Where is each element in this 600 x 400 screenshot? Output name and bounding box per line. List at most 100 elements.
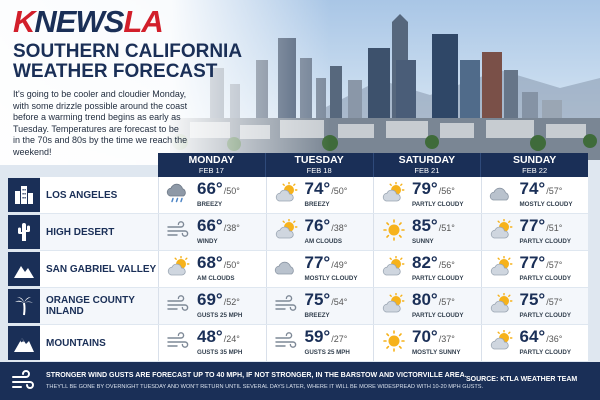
- day-name: SUNDAY: [512, 154, 557, 166]
- day-header-tuesday: TUESDAY FEB 18: [264, 153, 373, 177]
- snow-mountain-icon: [8, 326, 40, 360]
- region-row-los-angeles: LOS ANGELES 66°/50° BREEZY 74°/50° BREEZY 79°…: [8, 177, 588, 213]
- forecast-cell: 66°/38° WINDY: [158, 214, 266, 250]
- forecast-cell: 82°/56° PARTLY CLOUDY: [373, 251, 481, 287]
- forecast-cell: 80°/57° PARTLY CLOUDY: [373, 288, 481, 324]
- condition-label: PARTLY CLOUDY: [412, 201, 464, 208]
- forecast-cell: 66°/50° BREEZY: [158, 177, 266, 213]
- cloud-icon: [274, 261, 294, 275]
- forecast-cell: 48°/24° GUSTS 35 MPH: [158, 325, 266, 361]
- condition-label: MOSTLY CLOUDY: [304, 275, 358, 282]
- low-temp: /38°: [223, 223, 240, 233]
- region-name: HIGH DESERT: [40, 214, 158, 250]
- forecast-cell: 77°/51° PARTLY CLOUDY: [480, 214, 588, 250]
- temperature: 77°/57°: [520, 253, 563, 273]
- forecast-cell: 74°/57° MOSTLY CLOUDY: [480, 177, 588, 213]
- region-row-mountains: MOUNTAINS 48°/24° GUSTS 35 MPH 59°/27° GUSTS…: [8, 325, 588, 361]
- high-temp: 76°: [304, 216, 331, 235]
- high-temp: 70°: [412, 327, 438, 346]
- temperature: 77°/51°: [520, 216, 563, 236]
- forecast-cell: 79°/56° PARTLY CLOUDY: [373, 177, 481, 213]
- high-temp: 80°: [412, 290, 438, 309]
- day-date: FEB 17: [198, 166, 224, 175]
- wind-icon: [167, 221, 189, 237]
- temperature: 82°/56°: [412, 253, 455, 273]
- day-name: TUESDAY: [294, 154, 344, 166]
- text-backdrop: [0, 0, 330, 165]
- low-temp: /56°: [438, 186, 455, 196]
- low-temp: /50°: [223, 186, 240, 196]
- condition-label: WINDY: [197, 238, 218, 245]
- high-temp: 66°: [197, 216, 223, 235]
- sun-icon: [383, 219, 405, 241]
- low-temp: /52°: [223, 297, 240, 307]
- region-name: SAN GABRIEL VALLEY: [40, 251, 158, 287]
- condition-label: GUSTS 25 MPH: [304, 349, 350, 356]
- region-name: MOUNTAINS: [40, 325, 158, 361]
- partly-cloudy-icon: [382, 182, 405, 202]
- forecast-cell: 75°/57° PARTLY CLOUDY: [480, 288, 588, 324]
- page-title: Southern California Weather Forecast: [13, 42, 273, 82]
- temperature: 68°/50°: [197, 253, 240, 273]
- low-temp: /36°: [546, 334, 563, 344]
- low-temp: /57°: [546, 260, 563, 270]
- forecast-cell: 77°/49° MOSTLY CLOUDY: [265, 251, 373, 287]
- condition-label: PARTLY CLOUDY: [519, 349, 571, 356]
- mountain-icon: [8, 252, 40, 286]
- footer-banner: STRONGER WIND GUSTS ARE FORECAST UP TO 4…: [0, 362, 600, 400]
- condition-label: AM CLOUDS: [304, 238, 342, 245]
- forecast-table: LOS ANGELES 66°/50° BREEZY 74°/50° BREEZY 79°…: [8, 177, 588, 362]
- high-temp: 77°: [304, 253, 331, 272]
- forecast-cell: 70°/37° MOSTLY SUNNY: [373, 325, 481, 361]
- low-temp: /37°: [438, 334, 455, 344]
- condition-label: SUNNY: [412, 238, 434, 245]
- footer-wind-note: STRONGER WIND GUSTS ARE FORECAST UP TO 4…: [46, 371, 467, 379]
- region-name: LOS ANGELES: [40, 177, 158, 213]
- high-temp: 66°: [197, 179, 223, 198]
- temperature: 64°/36°: [520, 327, 563, 347]
- day-name: SATURDAY: [398, 154, 456, 166]
- forecast-cell: 85°/51° SUNNY: [373, 214, 481, 250]
- temperature: 74°/50°: [305, 179, 348, 199]
- day-date: FEB 21: [414, 166, 440, 175]
- temperature: 79°/56°: [412, 179, 455, 199]
- condition-label: MOSTLY CLOUDY: [519, 201, 573, 208]
- partly-cloudy-icon: [382, 293, 405, 313]
- rain-cloud-icon: [166, 183, 186, 203]
- source-credit: SOURCE: KTLA WEATHER TEAM: [466, 376, 578, 383]
- condition-label: PARTLY CLOUDY: [519, 312, 571, 319]
- high-temp: 59°: [304, 327, 331, 346]
- region-row-high-desert: HIGH DESERT 66°/38° WINDY 76°/38° AM CLOUDS 8…: [8, 214, 588, 250]
- forecast-cell: 76°/38° AM CLOUDS: [265, 214, 373, 250]
- high-temp: 74°: [519, 179, 546, 198]
- day-date: FEB 22: [522, 166, 548, 175]
- temperature: 80°/57°: [412, 290, 455, 310]
- partly-cloudy-icon: [490, 219, 512, 239]
- ktla-logo: KNEWSLA: [13, 4, 164, 39]
- temperature: 74°/57°: [520, 179, 563, 199]
- temperature: 77°/49°: [305, 253, 348, 273]
- forecast-cell: 64°/36° PARTLY CLOUDY: [480, 325, 588, 361]
- forecast-cell: 77°/57° PARTLY CLOUDY: [480, 251, 588, 287]
- low-temp: /51°: [438, 223, 455, 233]
- temperature: 76°/38°: [305, 216, 348, 236]
- day-header-monday: MONDAY FEB 17: [158, 153, 265, 177]
- day-date: FEB 18: [306, 166, 332, 175]
- high-temp: 85°: [412, 216, 438, 235]
- low-temp: /50°: [223, 260, 240, 270]
- region-row-san-gabriel-valley: SAN GABRIEL VALLEY 68°/50° AM CLOUDS 77°/49…: [8, 251, 588, 287]
- high-temp: 77°: [519, 253, 546, 272]
- wind-icon: [274, 295, 296, 311]
- high-temp: 69°: [197, 290, 223, 309]
- forecast-cell: 75°/54° BREEZY: [265, 288, 373, 324]
- wind-icon: [167, 332, 189, 348]
- wind-icon: [12, 370, 34, 389]
- condition-label: BREEZY: [304, 201, 330, 208]
- high-temp: 68°: [197, 253, 223, 272]
- footer-wind-detail: THEY'LL BE GONE BY OVERNIGHT TUESDAY AND…: [46, 384, 484, 390]
- condition-label: MOSTLY SUNNY: [412, 349, 461, 356]
- title-line-2: Weather Forecast: [13, 61, 218, 82]
- condition-label: PARTLY CLOUDY: [519, 238, 571, 245]
- temperature: 75°/57°: [520, 290, 563, 310]
- wind-icon: [274, 332, 296, 348]
